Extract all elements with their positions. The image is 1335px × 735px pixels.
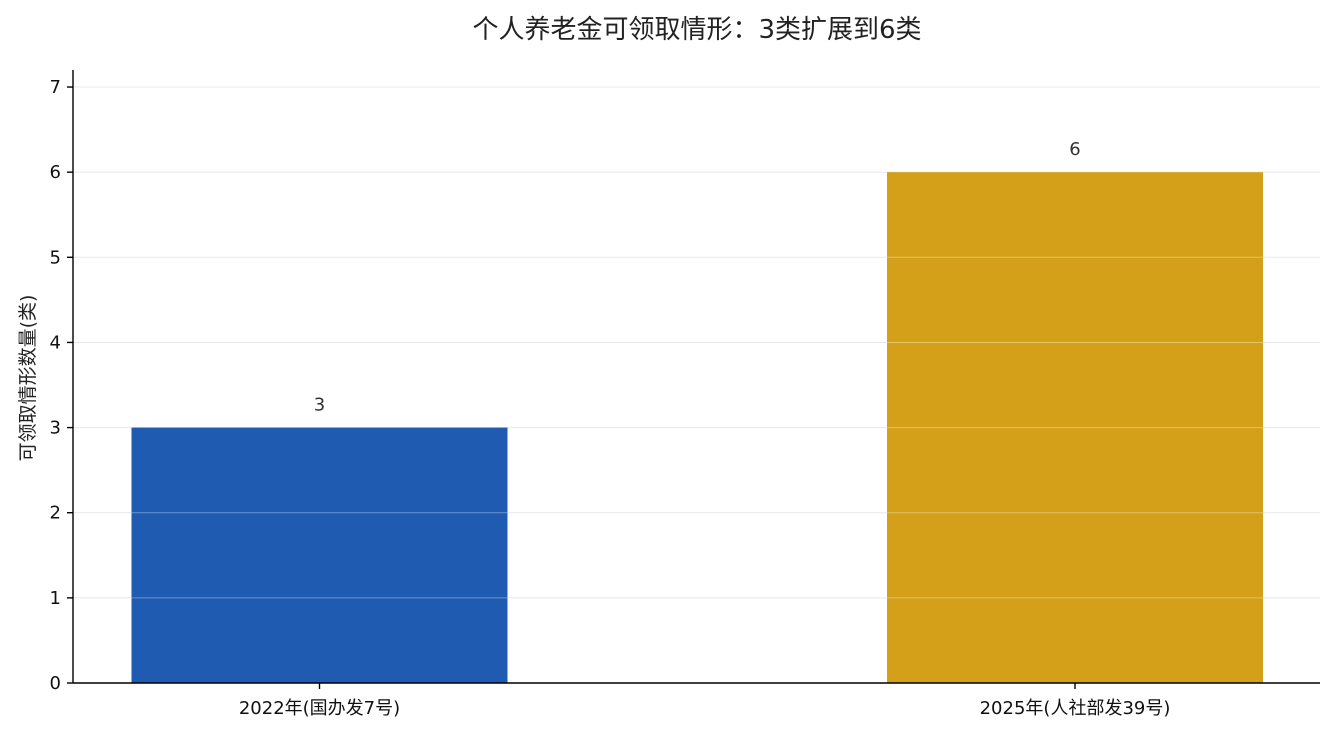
bars xyxy=(131,172,1263,683)
y-axis-label: 可领取情形数量(类) xyxy=(17,295,39,462)
y-tick-label: 4 xyxy=(50,332,61,353)
y-tick-label: 0 xyxy=(50,673,61,694)
x-tick-label: 2022年(国办发7号) xyxy=(239,698,400,719)
bar xyxy=(887,172,1263,683)
y-tick-label: 6 xyxy=(50,162,61,183)
y-tick-label: 1 xyxy=(50,588,61,609)
y-tick-label: 3 xyxy=(50,418,61,439)
x-tick-label: 2025年(人社部发39号) xyxy=(980,698,1171,719)
y-tick-label: 5 xyxy=(50,247,61,268)
y-tick-label: 7 xyxy=(50,77,61,98)
bar xyxy=(131,427,508,683)
y-axis-ticks: 0 1 2 3 4 5 6 7 xyxy=(50,77,73,694)
y-tick-label: 2 xyxy=(50,503,61,524)
data-label: 6 xyxy=(1069,139,1080,160)
x-axis-ticks: 2022年(国办发7号) 2025年(人社部发39号) xyxy=(239,683,1171,719)
data-label: 3 xyxy=(314,395,325,416)
data-labels: 36 xyxy=(314,139,1081,415)
chart-title: 个人养老金可领取情形：3类扩展到6类 xyxy=(472,15,921,45)
